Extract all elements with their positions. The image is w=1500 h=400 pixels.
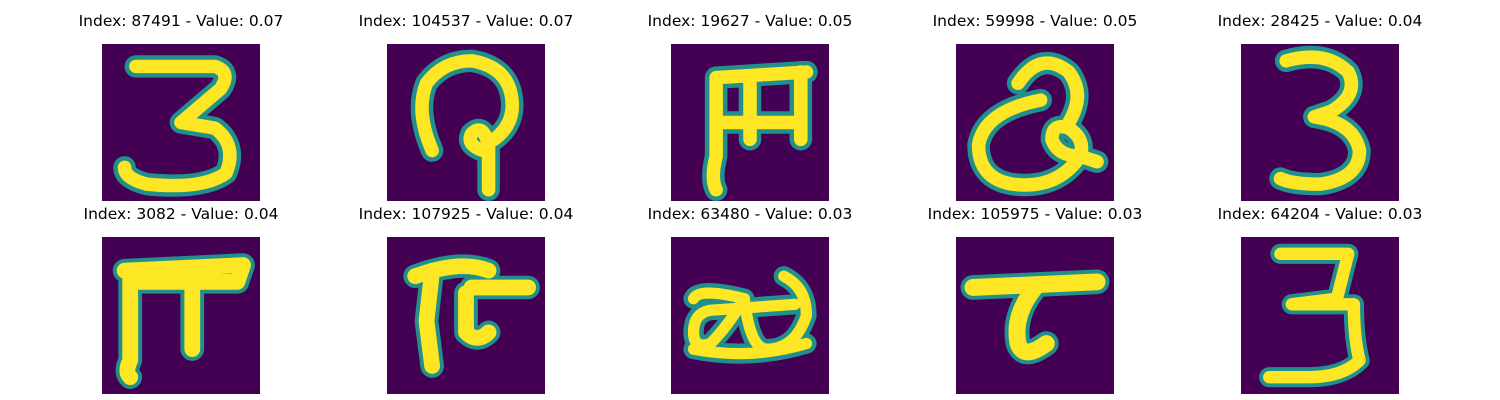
panel-6: Index: 3082 - Value: 0.04: [61, 203, 301, 394]
digit-image: [387, 44, 545, 201]
panel-9: Index: 105975 - Value: 0.03: [915, 203, 1155, 394]
digit-image: [671, 237, 829, 394]
panel-title: Index: 107925 - Value: 0.04: [358, 205, 574, 223]
panel-title: Index: 105975 - Value: 0.03: [927, 205, 1143, 223]
panel-2: Index: 104537 - Value: 0.07: [346, 10, 586, 201]
digit-image: [102, 237, 260, 394]
digit-image: [387, 237, 545, 394]
panel-title: Index: 64204 - Value: 0.03: [1217, 205, 1423, 223]
digit-image: [956, 237, 1114, 394]
panel-title: Index: 28425 - Value: 0.04: [1217, 12, 1423, 30]
panel-10: Index: 64204 - Value: 0.03: [1200, 203, 1440, 394]
panel-title: Index: 104537 - Value: 0.07: [358, 12, 574, 30]
digit-image: [671, 44, 829, 201]
panel-7: Index: 107925 - Value: 0.04: [346, 203, 586, 394]
panel-5: Index: 28425 - Value: 0.04: [1200, 10, 1440, 201]
panel-title: Index: 19627 - Value: 0.05: [647, 12, 853, 30]
digit-image: [1241, 237, 1399, 394]
panel-title: Index: 87491 - Value: 0.07: [78, 12, 284, 30]
digit-image: [956, 44, 1114, 201]
panel-4: Index: 59998 - Value: 0.05: [915, 10, 1155, 201]
digit-image: [102, 44, 260, 201]
digit-image: [1241, 44, 1399, 201]
panel-title: Index: 63480 - Value: 0.03: [647, 205, 853, 223]
panel-1: Index: 87491 - Value: 0.07: [61, 10, 301, 201]
panel-8: Index: 63480 - Value: 0.03: [630, 203, 870, 394]
panel-3: Index: 19627 - Value: 0.05: [630, 10, 870, 201]
panel-title: Index: 3082 - Value: 0.04: [83, 205, 279, 223]
panel-title: Index: 59998 - Value: 0.05: [932, 12, 1138, 30]
